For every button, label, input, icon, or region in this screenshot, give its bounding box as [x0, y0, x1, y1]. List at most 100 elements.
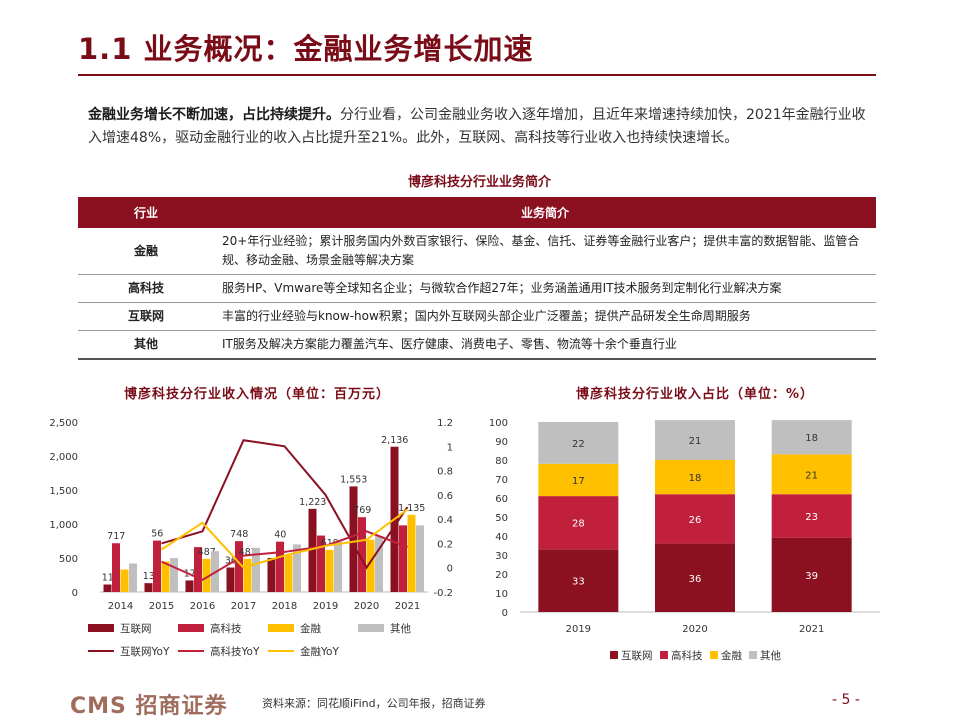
y-tick-label: 50 [495, 513, 508, 524]
legend-swatch [610, 651, 618, 659]
x-tick-label: 2021 [799, 624, 824, 635]
bar-finance [161, 561, 170, 592]
x-tick-label: 2020 [682, 624, 707, 635]
data-label: 487 [239, 547, 257, 558]
data-label: 26 [689, 515, 702, 526]
data-label: 18 [689, 473, 702, 484]
table-row: 其他 IT服务及解决方案能力覆盖汽车、医疗健康、消费电子、零售、物流等十余个垂直… [78, 330, 876, 360]
x-tick-label: 2019 [566, 624, 591, 635]
data-label: 36 [689, 574, 702, 585]
bar-finance [771, 454, 852, 495]
bar-finance [366, 539, 375, 592]
x-tick-label: 2015 [149, 601, 174, 612]
y-tick-label: 500 [59, 554, 78, 565]
x-tick-label: 2019 [313, 601, 338, 612]
y-tick-label: 80 [495, 456, 508, 467]
data-label: 769 [353, 505, 371, 516]
bar-hitech [655, 494, 735, 544]
business-table: 行业 业务简介 金融 20+年行业经验；累计服务国内外数百家银行、保险、基金、信… [78, 197, 876, 360]
y-tick-label: 70 [495, 475, 508, 486]
bar-other [129, 563, 137, 592]
legend-label: 互联网 [120, 623, 152, 635]
bar-finance [325, 549, 334, 592]
legend-label: 其他 [390, 622, 411, 635]
x-tick-label: 2020 [354, 601, 379, 612]
y-tick-label: 10 [495, 589, 508, 600]
bar-other [538, 422, 619, 464]
header-desc: 业务简介 [214, 197, 876, 228]
data-label: 1,135 [398, 503, 425, 514]
y-tick-label: 2,000 [49, 452, 78, 463]
bar-hitech [194, 547, 202, 592]
data-label: 22 [572, 439, 585, 450]
legend-label: 互联网YoY [120, 646, 170, 658]
data-label: 40 [274, 530, 286, 541]
legend-label: 金融 [721, 649, 742, 662]
data-label: 13 [143, 571, 155, 582]
row-desc: 丰富的行业经验与know-how积累；国内外互联网头部企业广泛覆盖；提供产品研发… [214, 302, 876, 331]
bar-internet [771, 537, 852, 612]
bar-finance [243, 558, 252, 592]
intro-bold: 金融业务增长不断加速，占比持续提升。 [88, 107, 340, 123]
bar-internet [349, 486, 358, 592]
bar-finance [284, 555, 293, 592]
data-label: 23 [805, 512, 818, 523]
bar-other [170, 558, 178, 592]
right-chart-title: 博彦科技分行业收入占比（单位：%） [576, 387, 815, 402]
revenue-by-industry-chart: 2,500 2,000 1,500 1,000 500 0 1.2 1 0.8 0.6 0.4 0.2… [49, 418, 453, 658]
y-tick-label: 0 [72, 588, 78, 599]
legend-label: 金融YoY [300, 645, 339, 658]
bar-hitech [153, 540, 161, 592]
row-desc: IT服务及解决方案能力覆盖汽车、医疗健康、消费电子、零售、物流等十余个垂直行业 [214, 330, 876, 360]
bar-hitech [538, 496, 619, 550]
line-hitech-yoy [161, 530, 408, 581]
y2-tick-label: 0 [447, 564, 453, 575]
data-label: 21 [689, 436, 702, 447]
legend-label: 高科技 [671, 649, 703, 662]
y-tick-label: 20 [495, 570, 508, 581]
bar-internet [655, 543, 735, 612]
bar-other [334, 541, 342, 592]
y-tick-label: 30 [495, 551, 508, 562]
intro-paragraph: 金融业务增长不断加速，占比持续提升。分行业看，公司金融业务收入逐年增加，且近年来… [88, 104, 874, 150]
y-tick-label: 90 [495, 437, 508, 448]
row-desc: 20+年行业经验；累计服务国内外数百家银行、保险、基金、信托、证券等金融行业客户… [214, 228, 876, 275]
bar-hitech [276, 541, 284, 592]
row-desc: 服务HP、Vmware等全球知名企业；与微软合作超27年；业务涵盖通用IT技术服… [214, 274, 876, 303]
y-tick-label: 60 [495, 494, 508, 505]
line-finance-yoy [160, 508, 409, 569]
bar-other [375, 536, 383, 592]
y2-tick-label: -0.2 [433, 588, 453, 599]
y2-tick-label: 1.2 [437, 418, 453, 429]
y-tick-label: 1,500 [49, 486, 78, 497]
legend-swatch [358, 624, 384, 632]
data-label: 28 [572, 519, 585, 530]
bar-finance [538, 463, 619, 497]
page-title: 1.1 业务概况：金融业务增长加速 [78, 32, 534, 66]
y-tick-label: 1,000 [49, 520, 78, 531]
data-label: 11 [102, 573, 114, 584]
bar-other [252, 547, 260, 592]
data-label: 487 [198, 547, 216, 558]
bar-finance [202, 558, 211, 592]
table-row: 互联网 丰富的行业经验与know-how积累；国内外互联网头部企业广泛覆盖；提供… [78, 302, 876, 331]
bar-finance [407, 514, 416, 592]
x-tick-label: 2018 [272, 601, 297, 612]
line-internet-yoy [161, 439, 409, 570]
cms-logo: CMS 招商证券 [70, 694, 228, 719]
bar-other [416, 525, 424, 592]
y-tick-label: 100 [489, 418, 508, 429]
legend-label: 互联网 [621, 650, 653, 662]
left-chart-title: 博彦科技分行业收入情况（单位：百万元） [124, 387, 391, 402]
y-tick-label: 2,500 [49, 418, 78, 429]
y2-tick-label: 1 [447, 442, 453, 453]
data-label: 56 [151, 529, 163, 540]
bar-hitech [235, 541, 243, 592]
data-label: 21 [805, 470, 818, 481]
row-industry: 其他 [78, 330, 214, 360]
bar-hitech [317, 535, 325, 592]
data-label: 2,136 [381, 435, 408, 446]
legend-label: 其他 [760, 649, 781, 662]
bar-hitech [358, 517, 366, 592]
legend-label: 高科技 [210, 622, 242, 635]
